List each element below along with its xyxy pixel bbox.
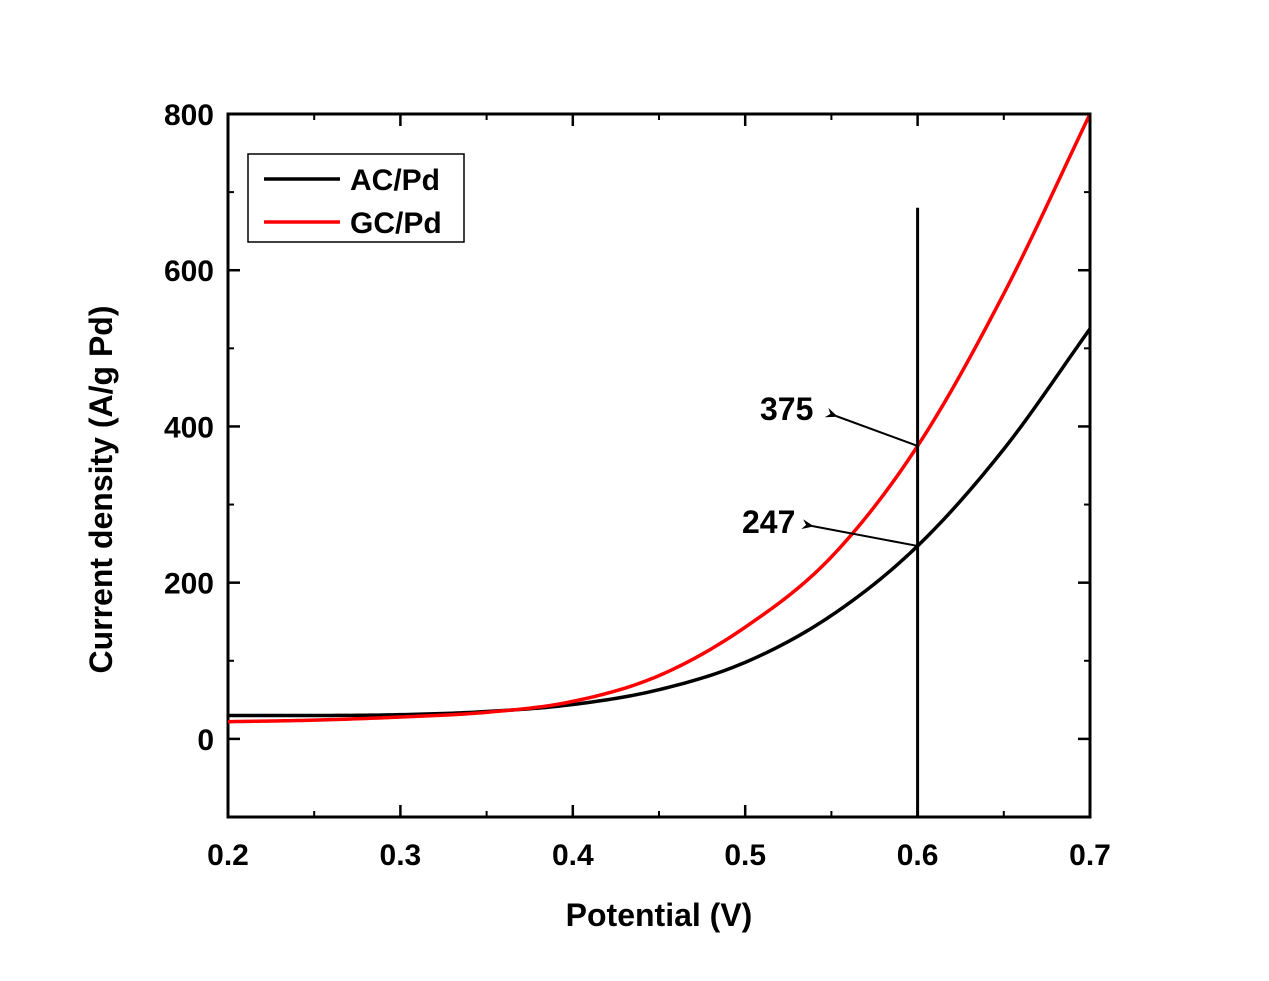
series-line-gc-pd (227, 113, 1092, 724)
y-tick-label: 800 (164, 99, 214, 132)
plot-area (226, 112, 1092, 819)
annotation-label: 247 (742, 504, 795, 540)
x-tick-label: 0.7 (1069, 839, 1111, 872)
y-tick-label: 600 (164, 255, 214, 288)
annotations: 375 247 (742, 391, 918, 547)
x-tick-label: 0.2 (207, 839, 249, 872)
x-tick-labels: 0.2 0.3 0.4 0.5 0.6 0.7 (207, 839, 1111, 872)
x-tick-label: 0.3 (380, 839, 422, 872)
legend-box (247, 153, 465, 243)
y-axis-title: Current density (A/g Pd) (83, 305, 119, 673)
series-layer (227, 113, 1092, 724)
x-tick-label: 0.6 (897, 839, 939, 872)
legend-items: AC/Pd GC/Pd (264, 164, 442, 240)
y-tick-label: 0 (197, 724, 214, 757)
annotation-label: 375 (760, 391, 813, 427)
x-axis-title: Potential (V) (566, 897, 753, 933)
annotation-arrow (824, 407, 918, 447)
y-tick-label: 200 (164, 568, 214, 601)
legend: AC/Pd GC/Pd (247, 153, 465, 243)
legend-label: AC/Pd (350, 164, 440, 197)
x-tick-label: 0.4 (552, 839, 594, 872)
annotation-arrow (801, 519, 918, 547)
y-tick-label: 400 (164, 411, 214, 444)
x-tick-label: 0.5 (724, 839, 766, 872)
y-tick-labels: 0 200 400 600 800 (164, 99, 214, 757)
legend-label: GC/Pd (350, 207, 442, 240)
axis-ticks (226, 112, 1092, 818)
series-line-ac-pd (228, 327, 1092, 718)
